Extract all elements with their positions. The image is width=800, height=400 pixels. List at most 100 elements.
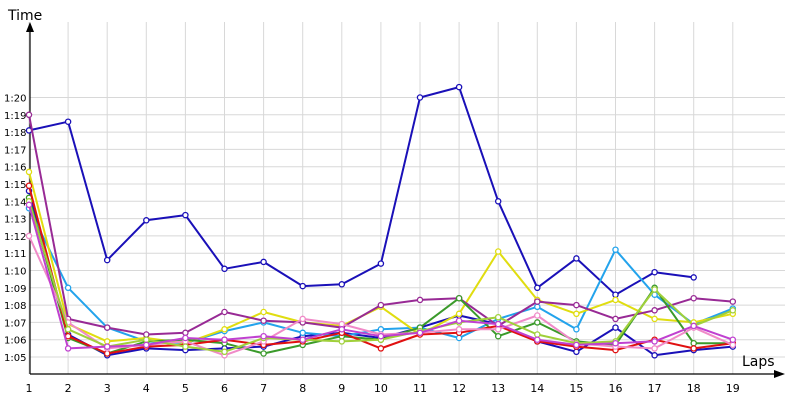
x-tick-label: 19 (726, 382, 740, 395)
x-tick-label: 11 (413, 382, 427, 395)
y-tick-label: 1:19 (4, 111, 26, 122)
data-point (103, 350, 111, 357)
data-point (651, 268, 658, 276)
data-point (260, 350, 267, 357)
x-tick-label: 14 (530, 382, 544, 395)
data-point (25, 168, 33, 176)
x-tick-label: 17 (648, 382, 662, 395)
data-point (455, 294, 463, 302)
data-point (260, 332, 267, 340)
data-point (25, 182, 33, 189)
data-point (143, 341, 150, 349)
y-tick-label: 1:10 (4, 267, 26, 278)
x-tick-label: 15 (569, 382, 583, 395)
data-point (299, 329, 306, 337)
data-point (455, 83, 463, 91)
data-point (221, 265, 228, 273)
data-point (534, 303, 541, 311)
data-point (534, 336, 541, 343)
x-tick-label: 18 (687, 382, 701, 395)
data-point (573, 348, 580, 356)
data-point (612, 339, 619, 347)
data-point (690, 322, 697, 330)
x-axis-title: Laps (742, 354, 775, 370)
data-point (377, 332, 385, 340)
data-point (573, 341, 580, 349)
x-tick-label: 8 (299, 382, 306, 395)
data-point (221, 308, 228, 316)
data-point (729, 341, 737, 349)
data-point (103, 324, 111, 331)
data-point (612, 315, 619, 323)
y-tick-label: 1:09 (4, 284, 26, 295)
data-point (651, 338, 658, 345)
data-point (338, 338, 346, 345)
data-point (534, 284, 541, 292)
x-tick-label: 2 (65, 382, 72, 395)
data-point (64, 284, 72, 292)
data-point (729, 298, 737, 305)
data-point (143, 331, 150, 338)
data-point (221, 336, 228, 343)
data-point (651, 315, 658, 323)
y-tick-labels: 1:05 1:06 1:07 1:08 1:09 1:10 1:11 1:12 1:13 1:14… (4, 94, 26, 365)
y-tick-label: 1:18 (4, 128, 26, 139)
y-tick-label: 1:06 (4, 336, 26, 347)
data-point (494, 198, 502, 205)
data-point (299, 336, 306, 343)
data-point (338, 281, 346, 288)
data-point (221, 326, 228, 333)
data-point (103, 343, 111, 350)
data-point (25, 232, 33, 240)
data-point (729, 307, 737, 314)
series-1 (25, 83, 697, 298)
x-tick-label: 6 (221, 382, 228, 395)
data-point (573, 255, 580, 262)
data-point (534, 298, 541, 305)
y-axis-arrow (26, 22, 34, 32)
x-tick-label: 7 (260, 382, 267, 395)
data-point (612, 246, 619, 253)
data-point (455, 317, 463, 324)
data-point (377, 301, 385, 309)
data-point (573, 310, 580, 318)
y-tick-label: 1:16 (4, 163, 26, 174)
data-point (260, 308, 267, 316)
data-point (534, 319, 541, 326)
y-tick-label: 1:14 (4, 197, 26, 208)
data-point (338, 326, 346, 333)
data-point (260, 317, 267, 324)
data-point (182, 334, 189, 342)
y-tick-label: 1:08 (4, 301, 26, 312)
data-point (534, 312, 541, 319)
y-tick-label: 1:05 (4, 353, 26, 364)
x-tick-label: 9 (338, 382, 345, 395)
data-point (260, 258, 267, 266)
data-point (182, 343, 189, 350)
data-point (64, 326, 72, 333)
data-point (182, 211, 189, 219)
x-tick-label: 16 (609, 382, 623, 395)
data-point (573, 301, 580, 309)
series-group (25, 83, 737, 359)
data-point (377, 326, 385, 333)
data-point (651, 307, 658, 314)
data-point (690, 274, 697, 281)
data-point (143, 336, 150, 343)
series-10 (25, 201, 737, 352)
data-point (612, 291, 619, 298)
data-point (143, 217, 150, 224)
data-point (377, 260, 385, 267)
data-point (612, 324, 619, 331)
data-point (690, 339, 697, 347)
data-point (651, 286, 658, 293)
x-tick-label: 10 (374, 382, 388, 395)
y-tick-label: 1:11 (4, 249, 26, 260)
data-point (690, 294, 697, 302)
data-point (494, 320, 502, 328)
data-point (455, 334, 463, 342)
x-tick-label: 5 (182, 382, 189, 395)
data-point (182, 329, 189, 337)
data-point (64, 118, 72, 125)
data-point (494, 248, 502, 255)
